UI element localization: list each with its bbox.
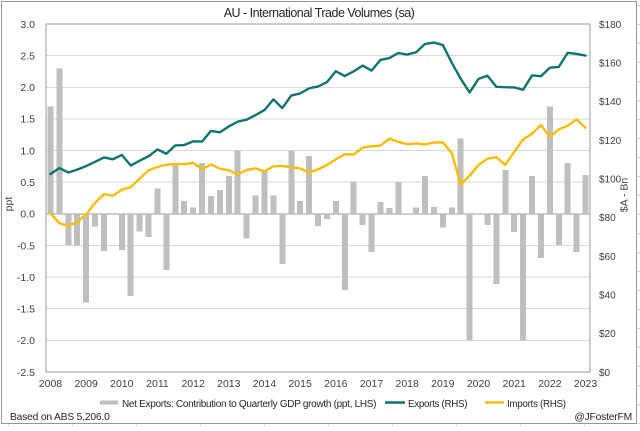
svg-text:2016: 2016 <box>324 378 348 390</box>
svg-text:2021: 2021 <box>503 378 527 390</box>
svg-text:$120: $120 <box>599 136 622 147</box>
svg-text:1.0: 1.0 <box>20 145 35 157</box>
svg-text:-2.0: -2.0 <box>17 335 35 347</box>
svg-text:$100: $100 <box>599 174 622 185</box>
svg-text:2018: 2018 <box>396 378 420 390</box>
svg-text:2008: 2008 <box>39 378 63 390</box>
svg-text:-1.5: -1.5 <box>17 304 35 316</box>
svg-text:2012: 2012 <box>181 378 205 390</box>
svg-text:2010: 2010 <box>110 378 134 390</box>
svg-text:2011: 2011 <box>146 378 169 390</box>
svg-text:$160: $160 <box>599 58 622 69</box>
svg-text:$140: $140 <box>599 97 622 108</box>
svg-text:3.0: 3.0 <box>20 19 35 31</box>
svg-text:2014: 2014 <box>253 378 277 390</box>
svg-text:Based on ABS 5,206.0: Based on ABS 5,206.0 <box>10 412 110 423</box>
svg-text:@JFosterFM: @JFosterFM <box>574 412 632 423</box>
svg-text:$80: $80 <box>599 213 616 224</box>
svg-text:2013: 2013 <box>217 378 241 390</box>
svg-text:$20: $20 <box>599 329 616 340</box>
svg-text:Net Exports: Contribution to Q: Net Exports: Contribution to Quarterly G… <box>122 399 376 410</box>
svg-text:$0: $0 <box>599 368 611 379</box>
svg-text:2019: 2019 <box>431 378 455 390</box>
svg-text:2.5: 2.5 <box>20 50 35 62</box>
svg-text:1.5: 1.5 <box>20 114 35 126</box>
svg-text:2023: 2023 <box>574 378 598 390</box>
svg-text:2015: 2015 <box>288 378 312 390</box>
svg-text:0.5: 0.5 <box>20 177 35 189</box>
svg-text:$A - Bn: $A - Bn <box>619 178 631 213</box>
svg-text:-2.5: -2.5 <box>17 367 35 379</box>
svg-text:-1.0: -1.0 <box>17 272 35 284</box>
svg-text:ppt: ppt <box>3 197 15 212</box>
svg-text:$180: $180 <box>599 20 622 31</box>
svg-text:0.0: 0.0 <box>20 209 35 221</box>
svg-text:2017: 2017 <box>360 378 384 390</box>
svg-text:Imports (RHS): Imports (RHS) <box>507 399 566 410</box>
svg-text:-0.5: -0.5 <box>17 240 35 252</box>
svg-text:2.0: 2.0 <box>20 82 35 94</box>
svg-text:$40: $40 <box>599 290 616 301</box>
svg-text:AU - International Trade Volum: AU - International Trade Volumes (sa) <box>224 6 415 20</box>
svg-text:2020: 2020 <box>467 378 491 390</box>
svg-text:$60: $60 <box>599 252 616 263</box>
svg-text:2022: 2022 <box>538 378 562 390</box>
svg-text:Exports (RHS): Exports (RHS) <box>408 399 467 410</box>
svg-text:2009: 2009 <box>74 378 98 390</box>
